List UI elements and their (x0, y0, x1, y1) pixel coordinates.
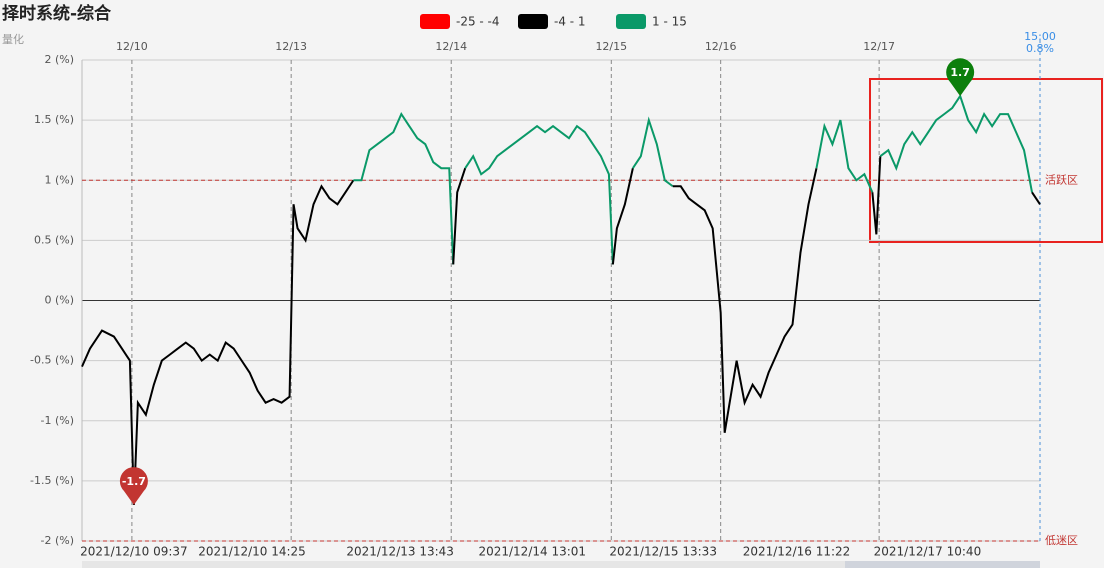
mark-line-label: 活跃区 (1045, 172, 1078, 186)
x-tick-label: 12/14 (435, 40, 467, 53)
legend-label: -25 - -4 (456, 15, 500, 29)
pin (119, 467, 148, 505)
y-tick-label: 0 (%) (44, 294, 74, 307)
legend-swatch (616, 14, 646, 29)
x-tick-label: 12/17 (863, 40, 895, 53)
scrollbar-thumb[interactable] (845, 561, 1040, 568)
line-series (353, 112, 455, 265)
x-time-label: 2021/12/14 13:01 (478, 545, 586, 559)
line-series (632, 116, 674, 188)
y-tick-label: -0.5 (%) (30, 354, 74, 367)
y-tick-label: -1 (%) (41, 414, 75, 427)
legend-swatch (420, 14, 450, 29)
x-time-label: 2021/12/15 13:33 (609, 545, 717, 559)
y-tick-label: 0.5 (%) (34, 233, 74, 246)
cursor-value: 0.8% (1026, 42, 1054, 55)
scrollbar[interactable] (82, 561, 1040, 568)
line-series (672, 168, 818, 433)
x-time-label: 2021/12/10 09:37 (80, 545, 188, 559)
x-tick-label: 12/10 (116, 40, 148, 53)
pin-label: 1.7 (950, 66, 970, 79)
legend-label: 1 - 15 (652, 15, 687, 29)
x-time-label: 2021/12/17 10:40 (874, 545, 982, 559)
y-tick-label: 1.5 (%) (34, 113, 74, 126)
x-tick-label: 12/13 (275, 40, 307, 53)
line-series (1031, 191, 1041, 205)
line-series (81, 179, 355, 505)
x-time-label: 2021/12/10 14:25 (198, 545, 306, 559)
y-tick-label: 1 (%) (44, 173, 74, 186)
x-time-label: 2021/12/13 13:43 (346, 545, 454, 559)
line-series (815, 119, 874, 193)
line-series (879, 93, 1034, 193)
y-tick-label: -1.5 (%) (30, 474, 74, 487)
highlight-box (869, 78, 1103, 243)
cursor-time: 15:00 (1024, 30, 1056, 43)
x-tick-label: 12/16 (705, 40, 737, 53)
legend-label: -4 - 1 (554, 15, 586, 29)
line-series (611, 168, 634, 265)
line-series (464, 124, 614, 265)
chart-subtitle: 量化 (2, 32, 24, 46)
pin (946, 58, 975, 97)
chart-title: 择时系统-综合 (2, 3, 112, 24)
y-tick-label: -2 (%) (41, 534, 75, 547)
y-tick-label: 2 (%) (44, 53, 74, 66)
pin-label: -1.7 (122, 475, 146, 488)
x-time-label: 2021/12/16 11:22 (743, 545, 851, 559)
legend-swatch (518, 14, 548, 29)
line-series (871, 156, 882, 235)
x-tick-label: 12/15 (595, 40, 627, 53)
mark-line-label: 低迷区 (1045, 534, 1078, 547)
line-series (452, 167, 467, 265)
